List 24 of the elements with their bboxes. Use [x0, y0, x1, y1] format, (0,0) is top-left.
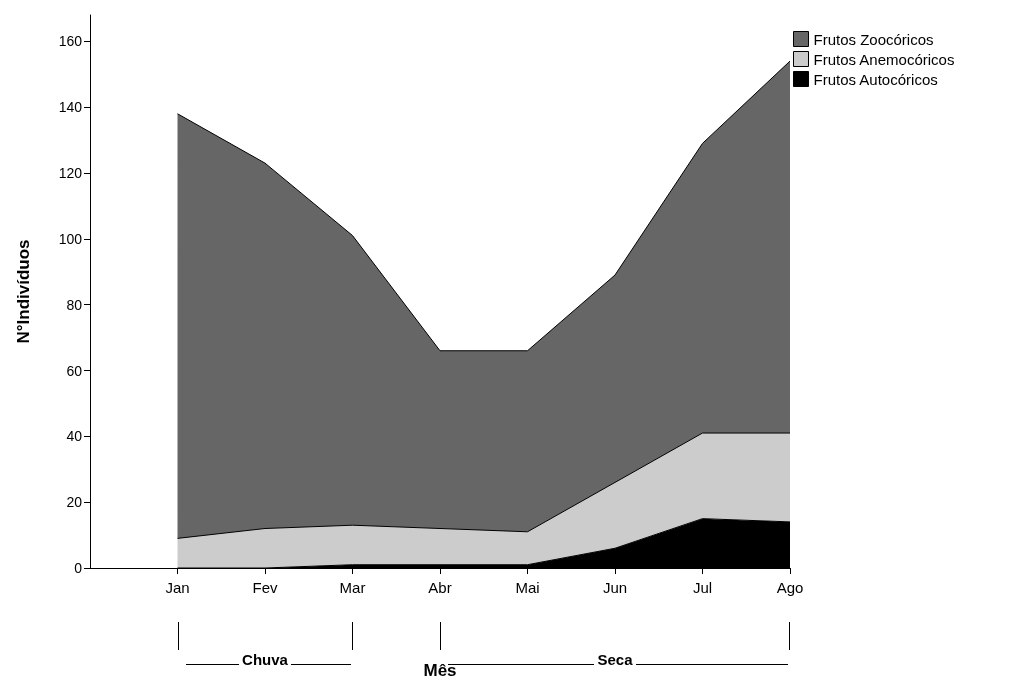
- text: Seca: [594, 651, 636, 668]
- y-tick-label: 0: [74, 560, 83, 576]
- y-tick-label: 20: [66, 494, 83, 511]
- x-tick-label: Jan: [165, 579, 190, 596]
- x-axis-title: Mês: [423, 661, 457, 680]
- x-tick-label: Mai: [515, 579, 540, 596]
- y-axis-title: N°Indivíduos: [14, 239, 33, 344]
- legend-label: Frutos Autocóricos: [813, 70, 938, 88]
- y-tick-label: 40: [66, 428, 83, 445]
- x-tick-label: Ago: [776, 579, 804, 596]
- x-tick-label: Jun: [602, 579, 628, 596]
- y-tick-label: 140: [58, 99, 83, 116]
- legend-label: Frutos Anemocóricos: [813, 50, 955, 68]
- x-tick-label: Jul: [692, 579, 713, 596]
- x-tick-label: Mar: [339, 579, 366, 596]
- y-tick-label: 100: [58, 230, 83, 247]
- legend-label: Frutos Zoocóricos: [813, 30, 934, 48]
- x-tick-label: Fev: [252, 579, 278, 596]
- text: Chuva: [239, 651, 291, 668]
- y-tick-label: 60: [66, 362, 83, 379]
- y-tick-label: 160: [58, 33, 83, 50]
- x-tick-label: Abr: [428, 579, 452, 596]
- y-tick-label: 80: [66, 296, 83, 313]
- y-tick-label: 120: [58, 165, 83, 181]
